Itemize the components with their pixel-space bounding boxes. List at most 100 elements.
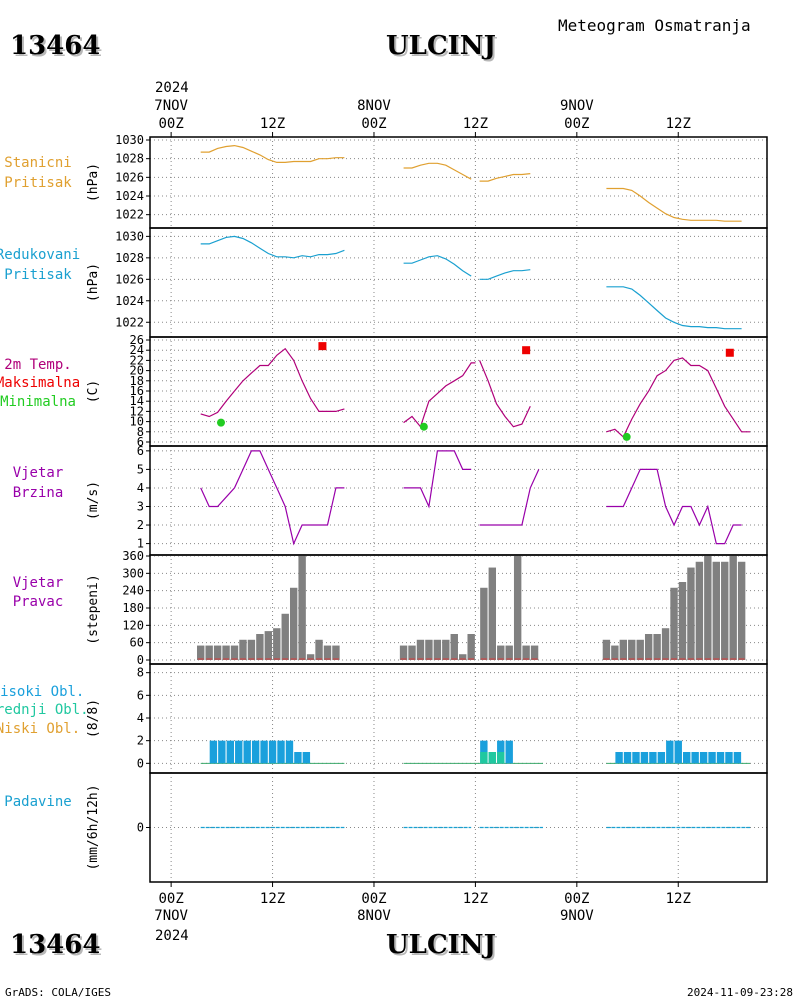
- mid-cloud-bar: [480, 752, 488, 764]
- high-cloud-bar: [632, 752, 640, 764]
- y-tick-label: 18: [130, 374, 144, 388]
- direction-bar: [488, 567, 497, 660]
- series-line-segment: [606, 286, 742, 330]
- direction-bar: [459, 654, 467, 660]
- top-time-label: 12Z: [666, 116, 691, 132]
- bottom-time-label: 00Z: [158, 891, 183, 907]
- series-line-segment: [200, 347, 345, 418]
- direction-bar: [513, 556, 522, 660]
- y-tick-label: 12: [130, 404, 144, 418]
- top-time-label: 00Z: [361, 116, 386, 132]
- high-cloud-bar: [218, 740, 226, 764]
- high-cloud-bar: [666, 740, 674, 764]
- y-axis-unit: (m/s): [86, 481, 101, 520]
- direction-bar: [661, 628, 670, 660]
- high-cloud-bar: [623, 752, 632, 764]
- direction-bar: [264, 631, 273, 660]
- y-tick-label: 120: [122, 618, 144, 632]
- y-tick-label: 1024: [115, 189, 144, 203]
- direction-bar: [653, 634, 661, 660]
- y-tick-label: 4: [137, 711, 144, 725]
- max-temp-marker: [725, 348, 734, 357]
- direction-bar: [670, 587, 678, 660]
- y-tick-label: 1030: [115, 229, 144, 243]
- direction-bar: [611, 645, 619, 660]
- panel-label: Padavine: [4, 794, 71, 810]
- panel-label: Pravac: [13, 594, 64, 610]
- station-id: 13464: [10, 31, 100, 61]
- high-cloud-bar: [285, 740, 294, 764]
- direction-bar: [256, 634, 264, 660]
- footer-station-name: ULCINJ: [386, 930, 496, 960]
- footer-station-id-shadow: 13464: [12, 932, 102, 962]
- top-time-label: 12Z: [463, 116, 488, 132]
- mid-cloud-bar: [488, 752, 497, 764]
- y-tick-label: 8: [137, 425, 144, 439]
- panel-label: Pritisak: [4, 267, 72, 283]
- high-cloud-bar: [716, 752, 725, 764]
- direction-bar: [230, 645, 239, 660]
- panel-label: Vjetar: [13, 575, 64, 591]
- footer-station-name-shadow: ULCINJ: [388, 932, 498, 962]
- bottom-time-label: 12Z: [463, 891, 488, 907]
- direction-bar: [644, 634, 653, 660]
- bottom-day-label: 9NOV: [560, 908, 594, 924]
- high-cloud-bar: [674, 740, 682, 764]
- direction-bar: [530, 645, 539, 660]
- direction-bar: [323, 645, 332, 660]
- y-axis-unit: (8/8): [86, 699, 101, 738]
- direction-bar: [505, 645, 513, 660]
- panel-label: Minimalna: [0, 394, 76, 410]
- direction-bar: [289, 587, 298, 660]
- high-cloud-bar: [640, 752, 649, 764]
- footer-timestamp: 2024-11-09-23:28: [687, 986, 793, 999]
- top-time-label: 12Z: [260, 116, 285, 132]
- direction-bar: [497, 645, 505, 660]
- series-line-segment: [200, 235, 345, 259]
- y-tick-label: 2: [137, 518, 144, 532]
- high-cloud-bar: [235, 740, 243, 764]
- high-cloud-bar: [615, 752, 623, 764]
- direction-bar: [712, 561, 720, 660]
- high-cloud-bar: [209, 740, 218, 764]
- series-line-segment: [606, 357, 751, 438]
- y-tick-label: 1022: [115, 315, 144, 329]
- y-tick-label: 1028: [115, 152, 144, 166]
- panel-label: Stanicni: [4, 155, 71, 171]
- panel-label: Maksimalna: [0, 375, 80, 391]
- top-day-label: 8NOV: [357, 98, 391, 114]
- y-tick-label: 26: [130, 333, 144, 347]
- panel-frame: [149, 445, 768, 556]
- y-tick-label: 1030: [115, 133, 144, 147]
- station-name: ULCINJ: [386, 31, 496, 61]
- direction-bar: [522, 645, 530, 660]
- y-axis-unit: (C): [86, 380, 101, 403]
- y-tick-label: 0: [137, 821, 144, 835]
- direction-bar: [332, 645, 340, 660]
- direction-bar: [467, 634, 475, 660]
- y-tick-label: 5: [137, 462, 144, 476]
- series-line-segment: [606, 187, 742, 222]
- direction-bar: [628, 639, 636, 660]
- direction-bar: [450, 634, 458, 660]
- high-cloud-bar: [294, 752, 302, 764]
- direction-bar: [222, 645, 230, 660]
- top-time-label: 00Z: [564, 116, 589, 132]
- series-line-segment: [403, 362, 476, 428]
- y-tick-label: 1: [137, 537, 144, 551]
- direction-bar: [298, 556, 306, 660]
- y-tick-label: 0: [137, 653, 144, 667]
- direction-bar: [213, 645, 222, 660]
- high-cloud-bar: [268, 740, 277, 764]
- panel-wind-direction: 0 60 120 180 240 300 360 (stepeni) Vjetar Pravac: [13, 549, 768, 667]
- direction-bar: [678, 582, 687, 660]
- y-tick-label: 1026: [115, 170, 144, 184]
- high-cloud-bar: [260, 740, 268, 764]
- panel-label: Pritisak: [4, 175, 72, 191]
- y-tick-label: 16: [130, 384, 144, 398]
- direction-bar: [636, 639, 644, 660]
- mid-cloud-bar: [497, 752, 505, 764]
- y-tick-label: 1026: [115, 272, 144, 286]
